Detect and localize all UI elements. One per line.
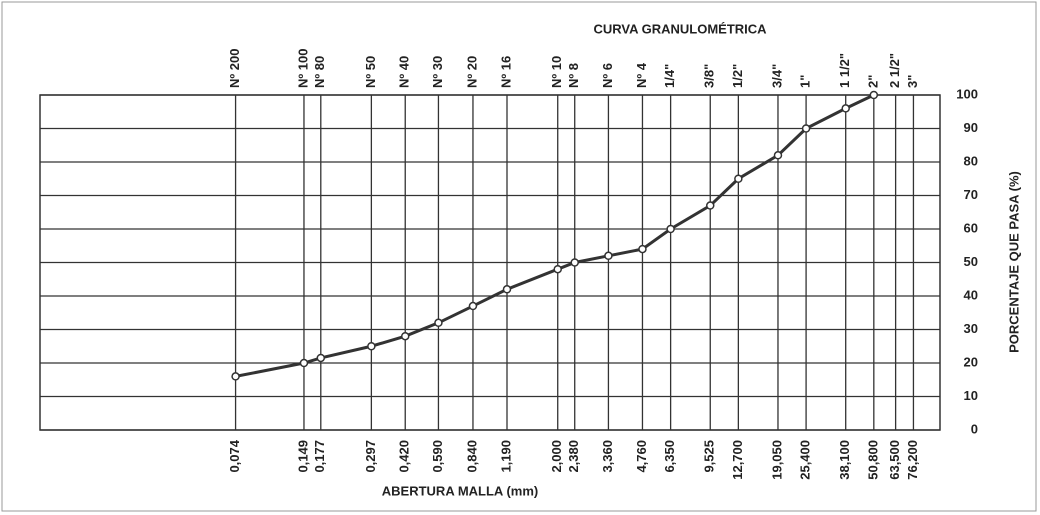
sieve-label: 3" [905, 75, 920, 88]
x-tick-label: 0,149 [295, 440, 310, 473]
sieve-label: Nº 8 [566, 63, 581, 88]
y-tick-label: 20 [964, 354, 978, 369]
x-tick-label: 0,297 [363, 440, 378, 473]
sieve-label: 1 1/2" [837, 53, 852, 88]
y-tick-label: 0 [971, 421, 978, 436]
x-tick-label: 63,500 [887, 440, 902, 480]
x-tick-label: 0,590 [430, 440, 445, 473]
x-tick-label: 76,200 [905, 440, 920, 480]
sieve-label: Nº 100 [295, 49, 310, 88]
sieve-label: 1" [798, 75, 813, 88]
x-tick-label: 4,760 [634, 440, 649, 473]
y-tick-label: 80 [964, 153, 978, 168]
y-axis-label: PORCENTAJE QUE PASA (%) [1006, 171, 1021, 353]
sieve-label: Nº 80 [312, 56, 327, 88]
x-tick-label: 50,800 [865, 440, 880, 480]
sieve-label: Nº 30 [430, 56, 445, 88]
data-point [773, 151, 783, 160]
data-point [299, 358, 309, 368]
sieve-label: Nº 10 [549, 56, 564, 88]
x-tick-label: 2,000 [549, 440, 564, 473]
data-point [570, 258, 579, 267]
sieve-label: Nº 6 [600, 63, 615, 88]
y-tick-label: 30 [964, 321, 978, 336]
data-point [604, 251, 613, 261]
data-point [553, 264, 562, 274]
x-tick-label: 38,100 [837, 440, 852, 480]
x-tick-label: 9,525 [702, 440, 717, 473]
y-tick-label: 50 [964, 254, 978, 269]
data-point [801, 124, 811, 133]
x-tick-label: 25,400 [798, 440, 813, 480]
sieve-label: Nº 20 [464, 56, 479, 88]
x-tick-label: 0,177 [312, 440, 327, 473]
y-tick-label: 40 [964, 287, 978, 302]
sieve-label: 3/8" [702, 64, 717, 88]
sieve-label: Nº 40 [397, 56, 412, 88]
data-point [841, 104, 850, 113]
data-point [400, 331, 410, 341]
x-tick-label: 19,050 [769, 440, 784, 480]
x-tick-label: 0,074 [227, 439, 242, 472]
sieve-label: Nº 16 [498, 56, 513, 88]
sieve-label: 1/2" [730, 64, 745, 88]
data-point [734, 174, 743, 183]
x-tick-label: 6,350 [662, 440, 677, 473]
y-tick-label: 100 [956, 86, 978, 101]
data-point [468, 301, 478, 311]
data-point [705, 201, 715, 210]
y-tick-label: 60 [964, 220, 978, 235]
y-tick-label: 70 [964, 187, 978, 202]
data-point [367, 342, 376, 351]
sieve-label: 3/4" [769, 64, 784, 88]
data-point [316, 353, 326, 363]
y-tick-label: 10 [964, 388, 978, 403]
y-tick-label: 90 [964, 120, 978, 135]
data-point [869, 90, 879, 100]
x-tick-label: 0,420 [397, 440, 412, 473]
x-tick-label: 2,380 [566, 440, 581, 473]
data-point [434, 318, 443, 328]
data-point [638, 244, 647, 254]
sieve-label: 2" [865, 75, 880, 88]
data-point [502, 285, 512, 294]
x-tick-label: 0,840 [464, 440, 479, 473]
chart-title: CURVA GRANULOMÉTRICA [593, 21, 767, 36]
sieve-label: 2 1/2" [887, 53, 902, 88]
sieve-label: Nº 50 [363, 56, 378, 88]
x-tick-label: 3,360 [600, 440, 615, 473]
data-point [666, 224, 675, 234]
sieve-label: 1/4" [662, 64, 677, 88]
x-tick-label: 12,700 [730, 440, 745, 480]
x-tick-label: 1,190 [498, 440, 513, 473]
data-point [231, 372, 240, 381]
sieve-label: Nº 4 [634, 62, 649, 88]
x-axis-label: ABERTURA MALLA (mm) [382, 483, 538, 498]
sieve-label: Nº 200 [227, 49, 242, 88]
